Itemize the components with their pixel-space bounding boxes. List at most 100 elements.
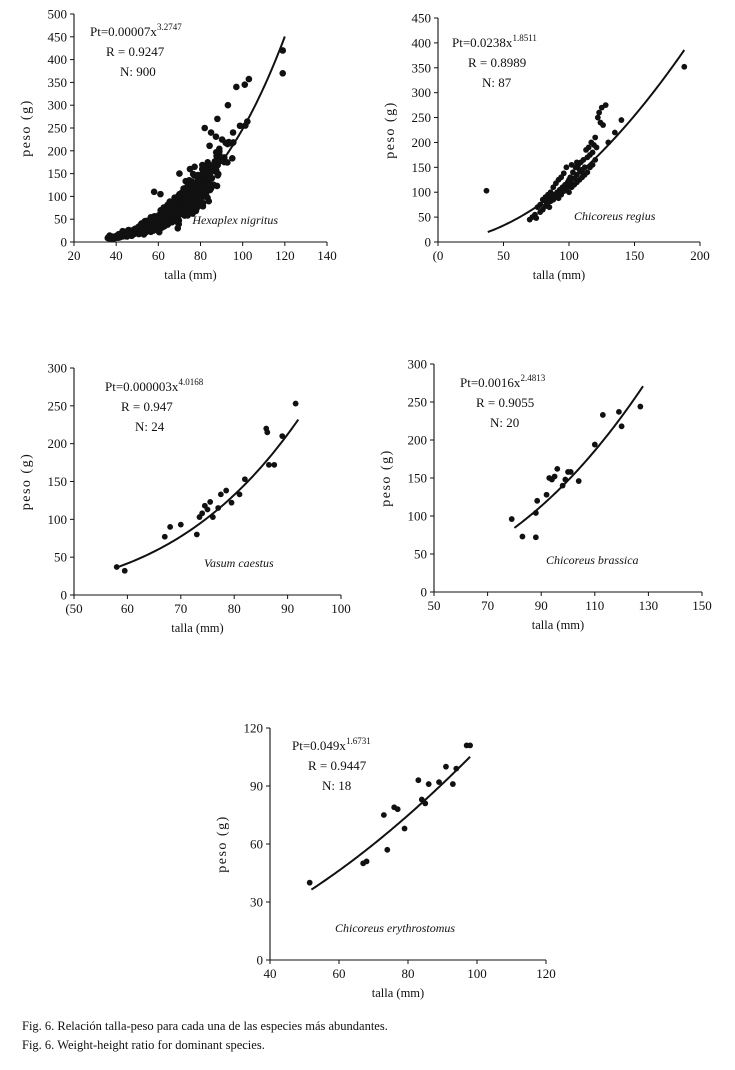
y-tick-label: 150: [412, 160, 432, 175]
data-point: [271, 461, 278, 468]
y-tick-label: 120: [244, 721, 264, 736]
x-axis-title: talla (mm): [171, 621, 223, 635]
data-point: [579, 174, 585, 181]
x-tick-label: 40: [110, 248, 123, 263]
data-point: [233, 83, 240, 91]
data-point: [483, 187, 490, 194]
data-point: [554, 465, 561, 472]
data-point: [384, 846, 391, 853]
x-tick-label: 20: [68, 248, 81, 263]
x-tick-label: 50: [428, 598, 441, 613]
y-tick-label: 450: [48, 29, 68, 44]
data-point: [637, 403, 644, 410]
chart-1: 0 50 100 150 200 250 300 350 400 450 500 20 40 60 80 10…: [19, 7, 337, 283]
n-value-label: N: 18: [322, 778, 351, 793]
data-point: [207, 129, 215, 136]
data-point: [449, 781, 456, 787]
x-tick-label: 60: [333, 966, 346, 981]
data-point: [611, 129, 618, 136]
x-tick-label: 100: [331, 601, 351, 616]
y-tick-label: 300: [48, 98, 68, 113]
data-point: [594, 114, 601, 121]
x-tick-label: 80: [402, 966, 415, 981]
y-tick-label: 50: [54, 550, 67, 565]
r-value-label: R = 0.947: [121, 399, 173, 414]
equation-base: Pt=0.049x: [292, 738, 346, 753]
y-tick-label: 0: [257, 953, 264, 968]
data-point: [155, 221, 163, 228]
data-point: [568, 161, 575, 168]
x-tick-label: 120: [536, 966, 556, 981]
data-point: [189, 207, 196, 215]
y-tick-label: 250: [48, 121, 68, 136]
equation-exponent: 3.2747: [157, 22, 182, 32]
y-tick-label: 50: [418, 210, 431, 225]
data-point: [149, 215, 157, 223]
equation-label: Pt=0.000003x4.0168: [105, 377, 204, 394]
r-value-label: R = 0.9247: [106, 44, 165, 59]
data-point: [618, 117, 625, 123]
data-point: [229, 129, 237, 136]
x-tick-label: 90: [281, 601, 294, 616]
x-tick-label: 60: [152, 248, 165, 263]
y-tick-label: 200: [48, 143, 68, 158]
data-point: [591, 441, 598, 448]
fit-curve: [310, 756, 471, 891]
data-point: [171, 194, 178, 201]
equation-exponent: 1.6731: [346, 736, 371, 746]
data-point: [121, 567, 128, 574]
data-point: [567, 469, 574, 475]
x-tick-label: 90: [535, 598, 548, 613]
data-point: [206, 180, 213, 188]
x-tick-label: 100: [233, 248, 253, 263]
y-tick-label: 450: [412, 11, 432, 26]
species-label: Chicoreus regius: [574, 209, 656, 223]
x-tick-label: 100: [559, 248, 579, 263]
data-point: [589, 149, 596, 156]
data-point: [443, 763, 449, 770]
species-label: Chicoreus erythrostomus: [335, 921, 455, 935]
y-tick-label: 100: [412, 185, 432, 200]
x-tick-label: (0: [433, 248, 444, 263]
data-point: [600, 122, 606, 128]
data-point: [592, 134, 599, 141]
data-point: [618, 423, 625, 430]
y-tick-label: 300: [412, 85, 432, 100]
y-tick-label: 30: [250, 895, 263, 910]
data-point: [241, 476, 248, 483]
equation-label: Pt=0.0016x2.4813: [460, 373, 546, 390]
x-tick-label: 140: [317, 248, 337, 263]
y-axis-title: peso (g): [19, 453, 34, 511]
data-point: [363, 858, 370, 865]
data-point: [222, 139, 230, 147]
data-point: [206, 142, 213, 150]
data-point: [236, 122, 244, 130]
x-tick-label: 70: [481, 598, 494, 613]
data-point: [167, 524, 174, 530]
y-tick-label: 250: [412, 110, 432, 125]
x-tick-label: 100: [467, 966, 487, 981]
equation-base: Pt=0.0238x: [452, 35, 513, 50]
data-point: [178, 189, 186, 196]
y-tick-label: 200: [408, 433, 428, 448]
x-axis-title: talla (mm): [532, 618, 584, 632]
y-tick-label: 250: [48, 398, 68, 413]
x-tick-label: 130: [639, 598, 659, 613]
equation-exponent: 1.8511: [512, 33, 536, 43]
data-point: [161, 533, 168, 540]
data-point: [157, 190, 164, 198]
data-point: [575, 478, 582, 484]
data-point: [176, 170, 183, 177]
data-point: [199, 510, 206, 517]
fit-curve: [513, 385, 644, 529]
equation-label: Pt=0.00007x3.2747: [90, 22, 182, 39]
data-point: [214, 115, 221, 123]
x-tick-label: 40: [264, 966, 277, 981]
x-tick-label: 80: [194, 248, 207, 263]
y-axis-title: peso (g): [215, 815, 230, 873]
y-tick-label: 200: [412, 135, 432, 150]
x-tick-label: (50: [65, 601, 82, 616]
equation-exponent: 4.0168: [178, 377, 203, 387]
data-point: [212, 133, 220, 141]
